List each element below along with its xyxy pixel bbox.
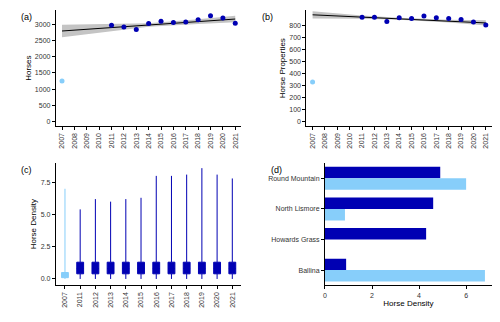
svg-text:2021: 2021 xyxy=(229,292,236,308)
svg-text:400: 400 xyxy=(289,70,301,77)
svg-text:2015: 2015 xyxy=(408,133,415,149)
svg-text:2500: 2500 xyxy=(35,37,51,44)
svg-text:2009: 2009 xyxy=(334,133,341,149)
svg-text:Ballina: Ballina xyxy=(299,267,320,274)
svg-text:1500: 1500 xyxy=(35,69,51,76)
svg-text:Round Mountain: Round Mountain xyxy=(268,175,319,182)
svg-text:2021: 2021 xyxy=(232,133,239,149)
svg-text:2009: 2009 xyxy=(83,133,90,149)
svg-text:2011: 2011 xyxy=(358,133,365,148)
svg-text:700: 700 xyxy=(289,34,301,41)
svg-text:2000: 2000 xyxy=(35,53,51,60)
svg-text:3000: 3000 xyxy=(35,21,51,28)
svg-text:2014: 2014 xyxy=(395,133,402,149)
svg-text:2021: 2021 xyxy=(482,133,489,149)
svg-text:2020: 2020 xyxy=(470,133,477,149)
svg-text:2020: 2020 xyxy=(213,292,220,308)
svg-text:2020: 2020 xyxy=(219,133,226,149)
svg-text:2013: 2013 xyxy=(133,133,140,149)
svg-text:500: 500 xyxy=(289,58,301,65)
svg-text:2008: 2008 xyxy=(71,133,78,149)
svg-text:(c): (c) xyxy=(21,165,32,175)
svg-text:2010: 2010 xyxy=(346,133,353,149)
svg-text:2018: 2018 xyxy=(194,133,201,149)
svg-text:2016: 2016 xyxy=(170,133,177,149)
svg-text:2011: 2011 xyxy=(76,292,83,307)
svg-text:2016: 2016 xyxy=(420,133,427,149)
svg-text:800: 800 xyxy=(289,22,301,29)
svg-text:2017: 2017 xyxy=(182,133,189,149)
svg-text:2008: 2008 xyxy=(321,133,328,149)
svg-text:2013: 2013 xyxy=(383,133,390,149)
svg-text:500: 500 xyxy=(39,102,51,109)
svg-text:2007: 2007 xyxy=(61,292,68,308)
svg-text:2018: 2018 xyxy=(445,133,452,149)
svg-text:200: 200 xyxy=(289,94,301,101)
svg-text:2017: 2017 xyxy=(168,292,175,308)
svg-text:2011: 2011 xyxy=(108,133,115,148)
svg-text:2019: 2019 xyxy=(207,133,214,149)
svg-text:2012: 2012 xyxy=(92,292,99,308)
svg-text:0.0: 0.0 xyxy=(41,275,51,282)
svg-text:4: 4 xyxy=(417,292,421,299)
svg-text:2014: 2014 xyxy=(122,292,129,308)
svg-text:1000: 1000 xyxy=(35,86,51,93)
svg-text:2019: 2019 xyxy=(198,292,205,308)
svg-text:0: 0 xyxy=(47,118,51,125)
svg-text:5.0: 5.0 xyxy=(41,211,51,218)
svg-text:300: 300 xyxy=(289,82,301,89)
svg-text:Horse Properties: Horse Properties xyxy=(278,38,287,98)
svg-text:(a): (a) xyxy=(21,12,32,22)
svg-text:2014: 2014 xyxy=(145,133,152,149)
svg-text:2: 2 xyxy=(370,292,374,299)
svg-text:100: 100 xyxy=(289,106,301,113)
svg-text:Howards Grass: Howards Grass xyxy=(271,236,320,243)
svg-text:Horse Density: Horse Density xyxy=(29,199,38,249)
svg-text:2010: 2010 xyxy=(95,133,102,149)
svg-text:2007: 2007 xyxy=(309,133,316,149)
svg-text:Horses: Horses xyxy=(24,55,33,80)
svg-text:2015: 2015 xyxy=(157,133,164,149)
svg-text:2007: 2007 xyxy=(58,133,65,149)
svg-text:2017: 2017 xyxy=(433,133,440,149)
svg-text:2016: 2016 xyxy=(153,292,160,308)
svg-text:2.5: 2.5 xyxy=(41,243,51,250)
svg-text:2018: 2018 xyxy=(183,292,190,308)
svg-text:2012: 2012 xyxy=(371,133,378,149)
svg-text:2013: 2013 xyxy=(107,292,114,308)
svg-text:6: 6 xyxy=(464,292,468,299)
svg-text:0: 0 xyxy=(297,118,301,125)
svg-text:600: 600 xyxy=(289,46,301,53)
svg-text:Horse Density: Horse Density xyxy=(383,299,433,308)
svg-text:(d): (d) xyxy=(271,165,282,175)
svg-text:7.5: 7.5 xyxy=(41,179,51,186)
svg-text:2019: 2019 xyxy=(457,133,464,149)
svg-text:2015: 2015 xyxy=(137,292,144,308)
svg-text:0: 0 xyxy=(323,292,327,299)
svg-text:(b): (b) xyxy=(262,12,273,22)
svg-text:2012: 2012 xyxy=(120,133,127,149)
svg-text:North Lismore: North Lismore xyxy=(276,205,320,212)
